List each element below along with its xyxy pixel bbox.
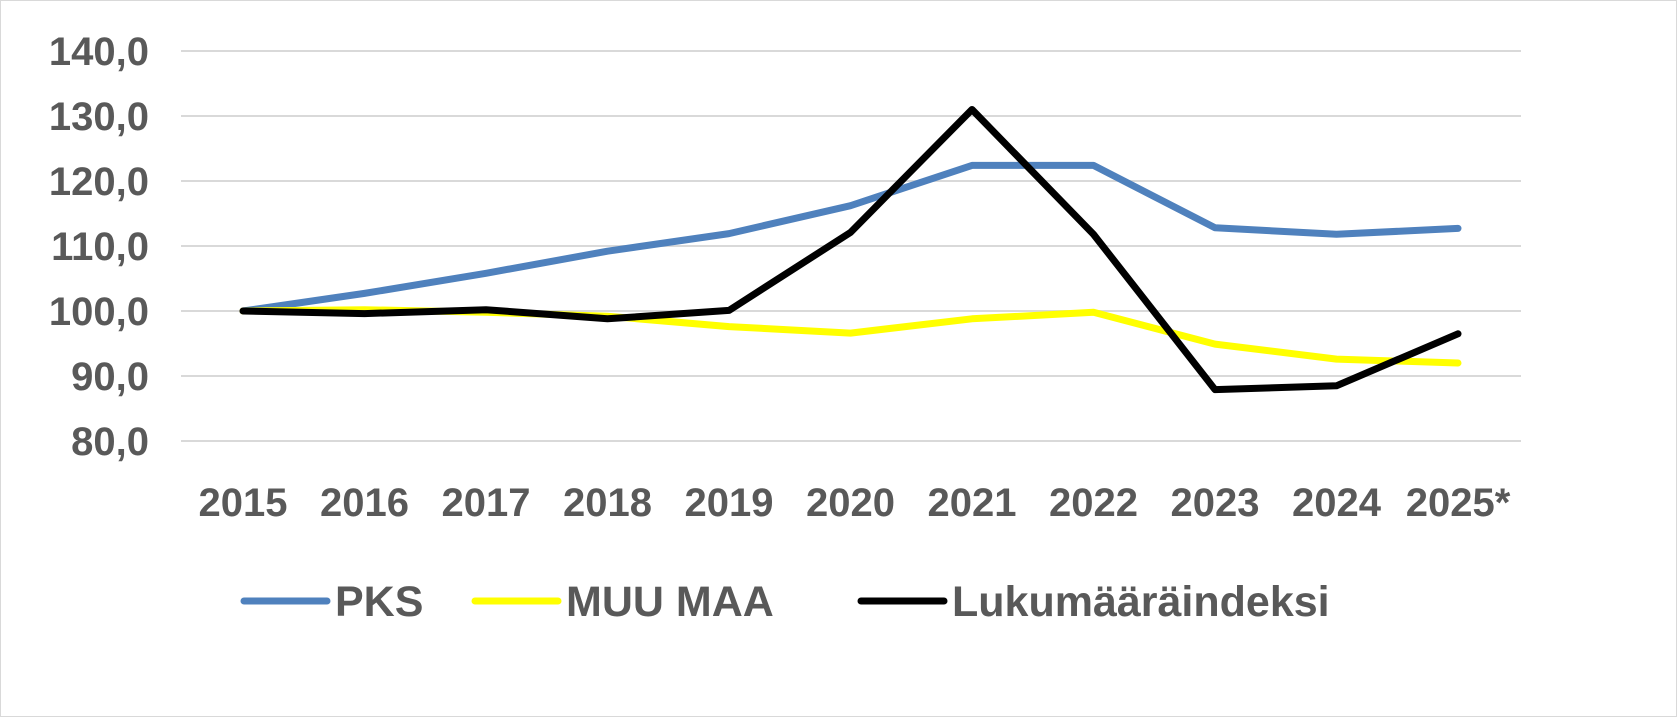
x-tick-label: 2025* [1406, 481, 1511, 525]
x-tick-label: 2023 [1171, 481, 1260, 525]
gridlines [181, 50, 1521, 442]
legend: PKS MUU MAA Lukumääräindeksi [240, 578, 1330, 626]
y-tick-label: 100,0 [49, 290, 149, 334]
x-axis: 2015 2016 2017 2018 2019 2020 2021 2022 2023 2024… [199, 481, 1511, 525]
x-tick-label: 2018 [563, 481, 652, 525]
legend-item: MUU MAA [471, 578, 774, 626]
legend-item: PKS [240, 578, 423, 626]
x-tick-label: 2016 [320, 481, 409, 525]
y-tick-label: 80,0 [71, 420, 149, 464]
x-tick-label: 2021 [928, 481, 1017, 525]
series-lines [239, 106, 1462, 394]
series-line-0 [239, 161, 1462, 315]
y-axis: 140,0 130,0 120,0 110,0 100,0 90,0 80,0 [49, 30, 149, 464]
y-tick-label: 140,0 [49, 30, 149, 74]
legend-label: Lukumääräindeksi [952, 578, 1330, 626]
legend-label: PKS [335, 578, 423, 626]
x-tick-label: 2015 [199, 481, 288, 525]
x-tick-label: 2017 [442, 481, 531, 525]
x-tick-label: 2022 [1049, 481, 1138, 525]
y-tick-label: 130,0 [49, 95, 149, 139]
legend-label: MUU MAA [566, 578, 774, 626]
series-line-1 [239, 306, 1462, 367]
y-tick-label: 110,0 [51, 225, 149, 269]
series-line-2 [239, 106, 1462, 394]
y-tick-label: 90,0 [71, 355, 149, 399]
x-tick-label: 2024 [1292, 481, 1382, 525]
x-tick-label: 2020 [806, 481, 895, 525]
y-tick-label: 120,0 [49, 160, 149, 204]
x-tick-label: 2019 [685, 481, 774, 525]
legend-item: Lukumääräindeksi [857, 578, 1330, 626]
